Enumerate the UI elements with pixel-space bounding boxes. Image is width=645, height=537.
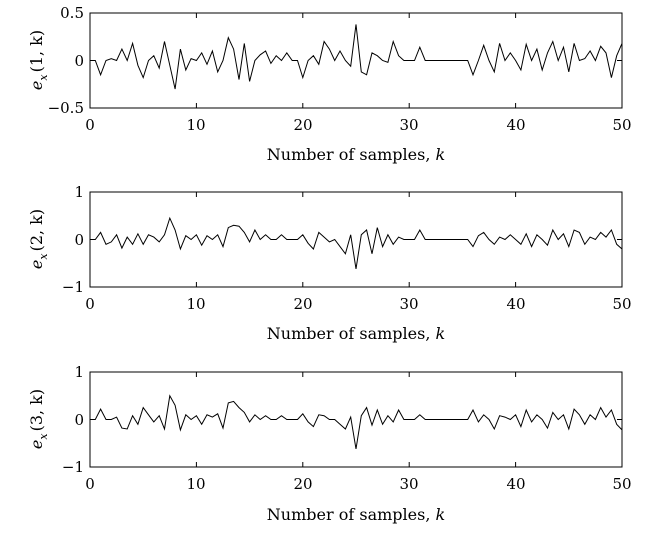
- panel-3-ylabel: ex(3, k): [27, 389, 50, 449]
- panel-2-xlabel: Number of samples, k: [267, 324, 445, 343]
- panel-2-xtick-label-2: 20: [293, 295, 312, 313]
- panel-1-xtick-label-4: 40: [506, 116, 525, 134]
- panel-2-ylabel: ex(2, k): [27, 209, 50, 269]
- panel-3-xtick-label-2: 20: [293, 475, 312, 493]
- panel-3-ticks: [89, 371, 623, 468]
- panel-3: 0 10 20 30 40 50 1 0 −1 Number of sample…: [27, 363, 632, 524]
- panel-3-xtick-label-3: 30: [399, 475, 418, 493]
- panel-1-ytick-label-2: −0.5: [48, 99, 84, 117]
- panel-2-xtick-label-4: 40: [506, 295, 525, 313]
- panel-1-xtick-label-0: 0: [85, 116, 95, 134]
- panel-1-xtick-label-3: 30: [399, 116, 418, 134]
- panel-1-ticks: [89, 12, 623, 109]
- panel-2-xtick-label-3: 30: [399, 295, 418, 313]
- panel-3-series-line: [90, 394, 623, 449]
- panel-2-xtick-label-0: 0: [85, 295, 95, 313]
- panel-1-xtick-label-2: 20: [293, 116, 312, 134]
- panel-2: 0 10 20 30 40 50 1 0 −1 Number of sample…: [27, 183, 632, 343]
- panel-2-series-line: [90, 216, 623, 269]
- panel-3-xtick-label-0: 0: [85, 475, 95, 493]
- panel-3-ytick-label-1: 0: [74, 411, 84, 429]
- panel-2-ytick-label-0: 1: [74, 183, 84, 201]
- panel-3-series-layer: [90, 394, 623, 449]
- panel-3-ytick-label-0: 1: [74, 363, 84, 381]
- panel-3-xtick-label-1: 10: [186, 475, 205, 493]
- panel-2-ticks: [89, 191, 623, 288]
- panel-1-series-line: [90, 24, 623, 90]
- panel-3-xtick-label-5: 50: [612, 475, 631, 493]
- panel-2-ytick-label-1: 0: [74, 231, 84, 249]
- panel-2-xtick-label-5: 50: [612, 295, 631, 313]
- panel-1-series-layer: [90, 24, 623, 90]
- panel-1-ylabel: ex(1, k): [27, 30, 50, 90]
- panel-2-xtick-label-1: 10: [186, 295, 205, 313]
- panel-1-xlabel: Number of samples, k: [267, 145, 445, 164]
- panel-1-xtick-label-5: 50: [612, 116, 631, 134]
- panel-1-ytick-label-1: 0: [74, 52, 84, 70]
- panel-2-series-layer: [90, 216, 623, 269]
- panel-1: 0 10 20 30 40 50 0.5 0 −0.5 Number of sa…: [27, 4, 632, 164]
- panel-1-ytick-label-0: 0.5: [60, 4, 84, 22]
- panel-1-xtick-label-1: 10: [186, 116, 205, 134]
- panel-2-ytick-label-2: −1: [62, 278, 84, 296]
- panel-3-xlabel: Number of samples, k: [267, 505, 445, 524]
- panel-3-xtick-label-4: 40: [506, 475, 525, 493]
- panel-3-ytick-label-2: −1: [62, 458, 84, 476]
